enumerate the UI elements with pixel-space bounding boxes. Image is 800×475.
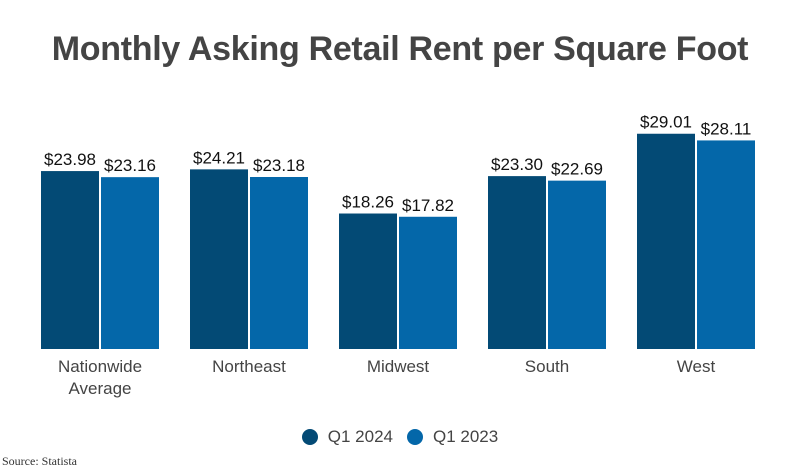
legend: Q1 2024 Q1 2023 [0, 427, 800, 447]
bar [190, 169, 248, 349]
bar [548, 180, 606, 349]
data-label: $23.18 [253, 156, 305, 175]
bar [339, 213, 397, 349]
source-note: Source: Statista [2, 454, 77, 468]
data-label: $22.69 [551, 160, 603, 179]
data-label: $23.98 [44, 150, 96, 169]
legend-item-q1-2024: Q1 2024 [301, 427, 393, 447]
data-label: $28.11 [701, 119, 752, 138]
chart-title: Monthly Asking Retail Rent per Square Fo… [51, 30, 749, 68]
legend-label: Q1 2024 [327, 427, 393, 446]
x-tick-label: Average [68, 379, 131, 398]
x-tick-label: Midwest [367, 357, 430, 376]
legend-item-q1-2023: Q1 2023 [407, 427, 498, 447]
data-label: $23.30 [491, 155, 543, 174]
bar [697, 140, 755, 349]
legend-swatch [301, 429, 318, 445]
x-tick-label: South [525, 357, 569, 376]
data-label: $17.82 [402, 196, 454, 215]
legend-swatch [407, 429, 423, 445]
x-tick-label: Nationwide [58, 357, 142, 376]
x-tick-label: West [677, 357, 716, 376]
data-label: $29.01 [640, 113, 692, 132]
bar [399, 216, 457, 349]
bar [250, 177, 308, 349]
legend-label: Q1 2023 [433, 427, 499, 446]
data-label: $18.26 [342, 193, 394, 212]
x-tick-label: Northeast [212, 357, 286, 376]
bar [41, 171, 99, 349]
data-label: $24.21 [193, 148, 245, 167]
bar [488, 176, 546, 349]
data-label: $23.16 [104, 156, 156, 175]
bar [101, 177, 159, 349]
bar [637, 133, 695, 349]
